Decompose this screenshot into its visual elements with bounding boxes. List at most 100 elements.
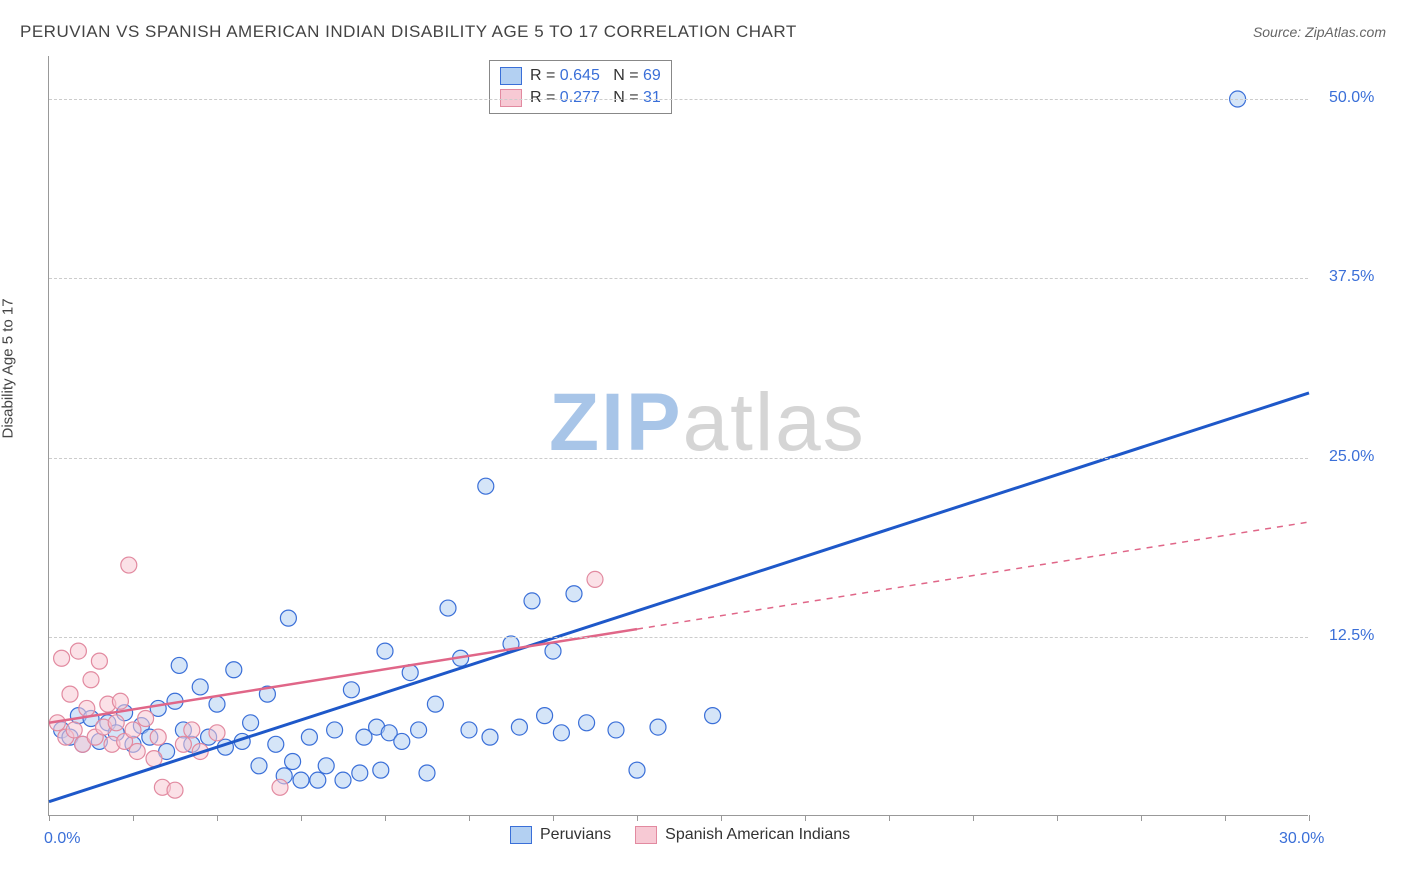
data-point (171, 657, 187, 673)
legend-swatch (635, 826, 657, 844)
data-point (108, 715, 124, 731)
data-point (129, 743, 145, 759)
x-tick (133, 815, 134, 821)
data-point (268, 736, 284, 752)
data-point (352, 765, 368, 781)
data-point (373, 762, 389, 778)
trend-line-dashed (637, 522, 1309, 629)
data-point (192, 679, 208, 695)
data-point (440, 600, 456, 616)
data-point (478, 478, 494, 494)
x-tick (385, 815, 386, 821)
data-point (112, 693, 128, 709)
data-point (251, 758, 267, 774)
gridline (49, 637, 1308, 638)
data-point (184, 722, 200, 738)
data-point (343, 682, 359, 698)
data-point (54, 650, 70, 666)
data-point (243, 715, 259, 731)
x-tick (1141, 815, 1142, 821)
stats-legend-row: R = 0.277 N = 31 (500, 87, 661, 109)
data-point (83, 672, 99, 688)
stats-legend-row: R = 0.645 N = 69 (500, 65, 661, 87)
data-point (66, 722, 82, 738)
x-max-label: 30.0% (1279, 830, 1324, 848)
x-min-label: 0.0% (44, 830, 80, 848)
data-point (285, 754, 301, 770)
data-point (524, 593, 540, 609)
y-tick-label: 37.5% (1329, 268, 1374, 286)
data-point (79, 700, 95, 716)
data-point (411, 722, 427, 738)
data-point (545, 643, 561, 659)
data-point (280, 610, 296, 626)
series-legend-item: Peruvians (510, 826, 611, 844)
gridline (49, 99, 1308, 100)
data-point (209, 725, 225, 741)
x-tick (1309, 815, 1310, 821)
legend-label: Peruvians (540, 826, 611, 844)
legend-label: Spanish American Indians (665, 826, 850, 844)
data-point (335, 772, 351, 788)
x-tick (637, 815, 638, 821)
data-point (310, 772, 326, 788)
gridline (49, 458, 1308, 459)
data-point (553, 725, 569, 741)
data-point (91, 653, 107, 669)
data-point (327, 722, 343, 738)
x-tick (889, 815, 890, 821)
data-point (608, 722, 624, 738)
y-axis-label: Disability Age 5 to 17 (0, 298, 17, 438)
legend-swatch (500, 67, 522, 85)
stats-legend: R = 0.645 N = 69 R = 0.277 N = 31 (489, 60, 672, 114)
data-point (705, 708, 721, 724)
data-point (537, 708, 553, 724)
data-point (209, 696, 225, 712)
data-point (377, 643, 393, 659)
x-tick (49, 815, 50, 821)
x-tick (1057, 815, 1058, 821)
gridline (49, 278, 1308, 279)
data-point (293, 772, 309, 788)
series-legend: Peruvians Spanish American Indians (510, 826, 850, 844)
x-tick (217, 815, 218, 821)
x-tick (721, 815, 722, 821)
y-tick-label: 50.0% (1329, 89, 1374, 107)
data-point (394, 733, 410, 749)
data-point (461, 722, 477, 738)
y-tick-label: 25.0% (1329, 448, 1374, 466)
data-point (419, 765, 435, 781)
chart-title: PERUVIAN VS SPANISH AMERICAN INDIAN DISA… (20, 22, 797, 42)
data-point (70, 643, 86, 659)
x-tick (805, 815, 806, 821)
stats-text: R = 0.645 N = 69 (530, 67, 661, 85)
x-tick (301, 815, 302, 821)
data-point (629, 762, 645, 778)
series-legend-item: Spanish American Indians (635, 826, 850, 844)
x-tick (469, 815, 470, 821)
x-tick (973, 815, 974, 821)
x-tick (1225, 815, 1226, 821)
data-point (226, 662, 242, 678)
data-point (138, 710, 154, 726)
legend-swatch (500, 89, 522, 107)
stats-text: R = 0.277 N = 31 (530, 89, 661, 107)
data-point (482, 729, 498, 745)
data-point (121, 557, 137, 573)
data-point (150, 729, 166, 745)
data-point (62, 686, 78, 702)
data-point (511, 719, 527, 735)
data-point (301, 729, 317, 745)
legend-swatch (510, 826, 532, 844)
trend-line (49, 393, 1309, 802)
data-point (587, 571, 603, 587)
data-point (167, 782, 183, 798)
x-tick (553, 815, 554, 821)
data-point (650, 719, 666, 735)
data-point (579, 715, 595, 731)
source-label: Source: ZipAtlas.com (1253, 24, 1386, 40)
plot-svg (49, 56, 1308, 815)
data-point (566, 586, 582, 602)
data-point (427, 696, 443, 712)
data-point (175, 736, 191, 752)
